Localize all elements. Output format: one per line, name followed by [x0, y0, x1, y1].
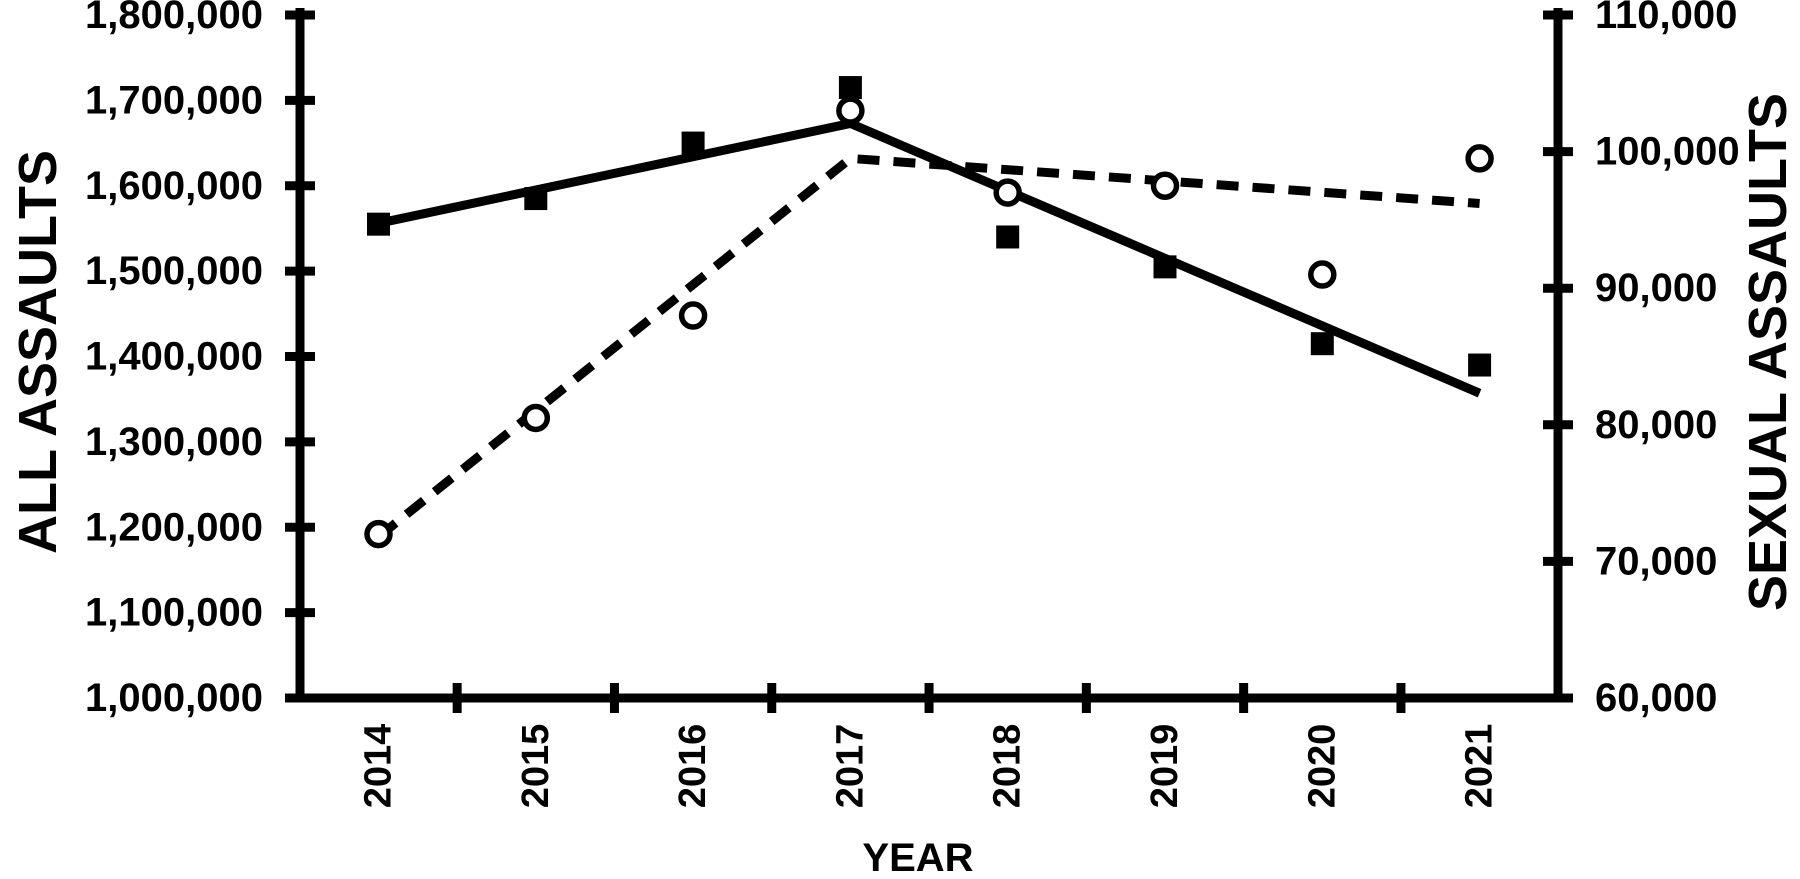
left-axis-tick-label: 1,100,000: [85, 591, 263, 635]
right-axis-title: SEXUAL ASSAULTS: [1738, 93, 1798, 611]
right-axis-tick-label: 80,000: [1595, 403, 1717, 447]
right-axis-tick-label: 110,000: [1595, 0, 1737, 37]
x-axis-year-label: 2021: [1459, 724, 1501, 809]
right-axis-tick-label: 100,000: [1595, 130, 1740, 174]
data-point-square: [1468, 353, 1492, 377]
tick-labels-layer: 1,000,000 1,100,000 1,200,000 1,300,000 1,40…: [85, 0, 1740, 808]
data-point-square: [367, 212, 390, 236]
x-axis-year-label: 2014: [358, 724, 400, 809]
data-point-square: [681, 131, 705, 155]
data-point-circle: [521, 403, 551, 433]
data-markers-layer: [364, 76, 1494, 549]
data-point-square: [996, 225, 1020, 249]
x-axis-year-label: 2016: [672, 724, 714, 809]
left-axis-tick-label: 1,300,000: [85, 420, 263, 464]
x-axis-year-label: 2018: [987, 724, 1029, 809]
left-axis-tick-label: 1,200,000: [85, 505, 263, 549]
data-point-circle: [1465, 144, 1494, 173]
data-point-circle: [993, 178, 1022, 207]
data-point-square: [1153, 255, 1177, 279]
data-point-circle: [364, 519, 393, 549]
left-axis-tick-label: 1,400,000: [85, 335, 263, 379]
data-point-square: [524, 187, 548, 211]
right-axis-tick-label: 70,000: [1595, 539, 1717, 583]
data-point-circle: [1308, 260, 1337, 289]
trend-lines-layer: [375, 118, 1482, 541]
x-axis-year-label: 2015: [515, 724, 557, 809]
right-axis-tick-label: 60,000: [1595, 676, 1717, 720]
left-axis-tick-label: 1,700,000: [85, 78, 263, 122]
left-axis-title: ALL ASSAULTS: [8, 150, 68, 554]
data-point-circle: [678, 301, 708, 330]
axes-layer: [285, 8, 1573, 713]
right-axis-tick-label: 90,000: [1595, 266, 1717, 310]
x-axis-year-label: 2020: [1301, 724, 1343, 809]
data-point-circle: [836, 96, 865, 125]
data-point-square: [838, 76, 862, 100]
left-axis-tick-label: 1,000,000: [85, 676, 263, 720]
x-axis-year-label: 2019: [1144, 724, 1186, 809]
left-axis-tick-label: 1,500,000: [85, 249, 263, 293]
left-axis-tick-label: 1,800,000: [85, 0, 263, 37]
x-axis-year-label: 2017: [829, 724, 871, 809]
left-axis-tick-label: 1,600,000: [85, 164, 263, 208]
data-point-square: [1310, 332, 1334, 356]
data-point-circle: [1150, 171, 1180, 200]
x-axis-title: YEAR: [862, 836, 973, 879]
